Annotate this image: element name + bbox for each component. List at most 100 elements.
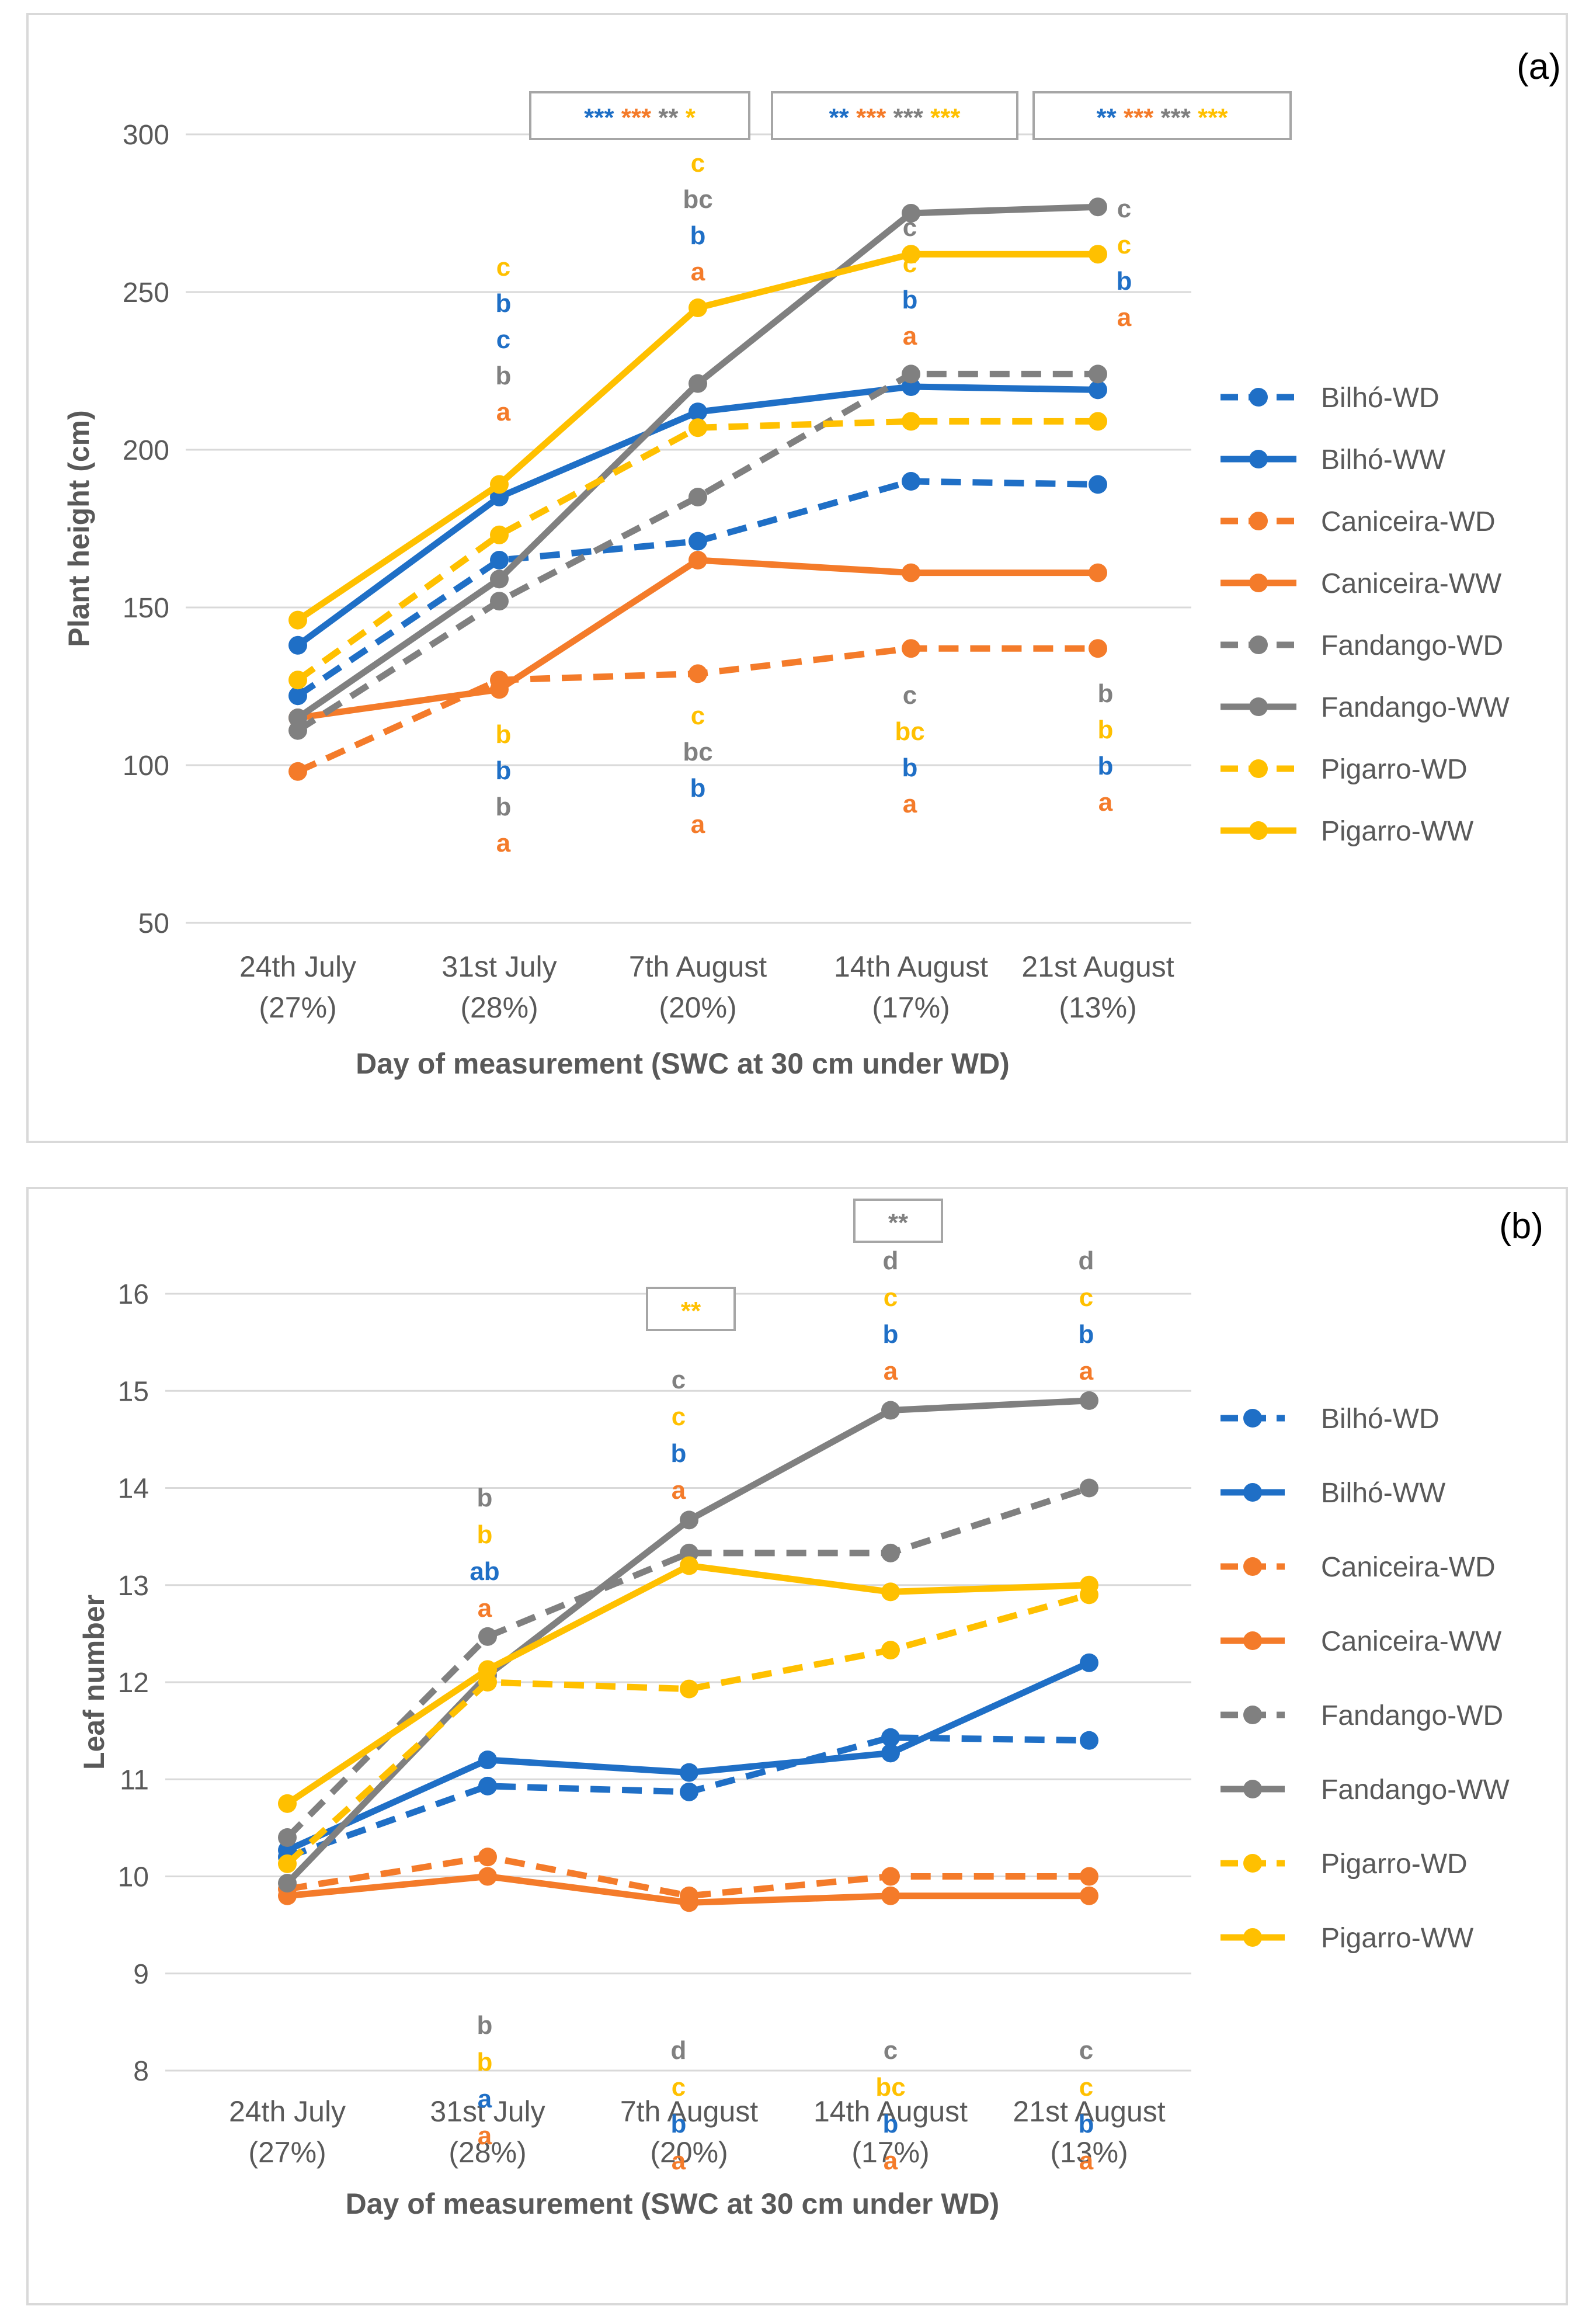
y-tick-label: 100 xyxy=(123,751,169,782)
x-tick-sublabel: (17%) xyxy=(851,2136,929,2169)
legend-label-pigarro-wd: Pigarro-WD xyxy=(1321,754,1468,785)
point-pigarro-ww xyxy=(278,1794,297,1813)
group-letter: a xyxy=(1079,1357,1094,1385)
point-caniceira-ww xyxy=(902,563,920,582)
significance-mark: ** xyxy=(651,103,679,132)
point-pigarro-ww xyxy=(881,1582,900,1602)
point-fandango-wd xyxy=(478,1627,497,1646)
y-tick-label: 8 xyxy=(133,2056,149,2087)
point-pigarro-ww xyxy=(902,245,920,264)
significance-box xyxy=(646,1287,736,1331)
legend-label-fandango-wd: Fandango-WD xyxy=(1321,630,1503,661)
group-letter: a xyxy=(884,2147,898,2175)
legend-label-fandango-ww: Fandango-WW xyxy=(1321,1774,1510,1805)
group-letter: c xyxy=(1079,2036,1093,2065)
y-tick-label: 300 xyxy=(123,120,169,151)
point-bilho-wd xyxy=(1089,475,1107,494)
significance-mark: ** xyxy=(888,1208,909,1237)
group-letter: a xyxy=(903,322,917,350)
legend-marker-pigarro-ww xyxy=(1249,821,1268,840)
group-letter: bc xyxy=(683,185,712,214)
group-letter: d xyxy=(1079,1246,1094,1275)
legend-label-bilho-wd: Bilhó-WD xyxy=(1321,383,1439,414)
group-letter: b xyxy=(883,2110,899,2138)
group-letter: b xyxy=(496,793,512,821)
legend-marker-caniceira-ww xyxy=(1249,574,1268,592)
point-pigarro-ww xyxy=(1089,245,1107,264)
group-letter: a xyxy=(1117,303,1132,332)
point-caniceira-ww xyxy=(689,551,707,569)
group-letter: b xyxy=(477,2011,493,2040)
point-bilho-ww xyxy=(689,402,707,422)
y-tick-label: 12 xyxy=(118,1668,149,1699)
panel-label: (b) xyxy=(1499,1206,1543,1246)
point-bilho-ww xyxy=(1080,1653,1098,1672)
point-bilho-wd xyxy=(680,1782,698,1801)
point-pigarro-ww xyxy=(1080,1575,1098,1595)
group-letter: a xyxy=(478,1594,492,1623)
group-letter: a xyxy=(1098,788,1113,817)
x-tick-sublabel: (27%) xyxy=(248,2136,326,2169)
series-line-pigarro-wd xyxy=(285,1592,1090,1866)
y-tick-label: 150 xyxy=(123,593,169,624)
legend-marker-fandango-ww xyxy=(1243,1780,1262,1798)
point-fandango-wd xyxy=(490,592,509,611)
group-letter: d xyxy=(883,1246,899,1275)
significance-box xyxy=(853,1199,943,1243)
group-letter: c xyxy=(884,2036,898,2065)
y-axis-title: Plant height (cm) xyxy=(62,410,95,647)
group-letter: b xyxy=(477,1484,493,1512)
point-fandango-ww xyxy=(902,204,920,223)
point-bilho-ww xyxy=(1089,380,1107,400)
legend-label-bilho-ww: Bilhó-WW xyxy=(1321,1478,1446,1509)
point-bilho-wd xyxy=(478,1776,497,1795)
point-caniceira-wd xyxy=(902,639,920,658)
legend-marker-caniceira-wd xyxy=(1249,512,1268,530)
series-line-fandango-wd xyxy=(285,1485,1090,1840)
point-caniceira-wd xyxy=(288,762,307,781)
group-letter: b xyxy=(477,1520,493,1549)
legend-marker-bilho-ww xyxy=(1243,1483,1262,1502)
group-letter: c xyxy=(1117,231,1131,259)
point-fandango-ww xyxy=(288,709,307,727)
group-letter: b xyxy=(1117,267,1132,296)
point-pigarro-ww xyxy=(288,610,307,630)
group-letter: a xyxy=(672,2147,686,2175)
significance-text: ** xyxy=(888,1208,909,1237)
point-caniceira-wd xyxy=(881,1867,900,1886)
legend-label-caniceira-ww: Caniceira-WW xyxy=(1321,1626,1502,1657)
panel-a xyxy=(26,13,1568,1143)
group-letter: b xyxy=(1098,679,1114,708)
point-bilho-ww xyxy=(881,1744,900,1763)
x-tick-label: 21st August xyxy=(1021,950,1174,983)
significance-box xyxy=(771,91,1018,140)
group-letter: c xyxy=(1117,195,1131,223)
x-tick-label: 14th August xyxy=(834,950,988,983)
legend-marker-bilho-wd xyxy=(1243,1409,1262,1428)
group-letter: b xyxy=(671,2110,687,2138)
point-pigarro-ww xyxy=(490,475,509,494)
group-letter: a xyxy=(496,398,511,426)
group-letter: b xyxy=(1079,2110,1094,2138)
group-letter: b xyxy=(902,753,918,782)
y-tick-label: 13 xyxy=(118,1571,149,1602)
point-caniceira-ww xyxy=(881,1886,900,1905)
group-letter: b xyxy=(496,756,512,785)
group-letter: a xyxy=(884,1357,898,1385)
y-tick-label: 50 xyxy=(138,908,169,939)
point-pigarro-wd xyxy=(1089,412,1107,431)
point-fandango-wd xyxy=(902,364,920,384)
significance-text: ** *** *** *** xyxy=(829,103,961,132)
y-axis-title: Leaf number xyxy=(78,1595,110,1770)
group-letter: b xyxy=(496,720,512,749)
point-caniceira-ww xyxy=(1080,1886,1098,1905)
legend-label-pigarro-wd: Pigarro-WD xyxy=(1321,1849,1468,1880)
group-letter: a xyxy=(672,1476,686,1505)
group-letter: b xyxy=(902,286,918,314)
point-pigarro-wd xyxy=(689,418,707,437)
series-line-bilho-wd xyxy=(295,478,1098,699)
point-pigarro-wd xyxy=(902,412,920,431)
legend-marker-caniceira-wd xyxy=(1243,1557,1262,1576)
group-letter: bc xyxy=(895,717,924,746)
